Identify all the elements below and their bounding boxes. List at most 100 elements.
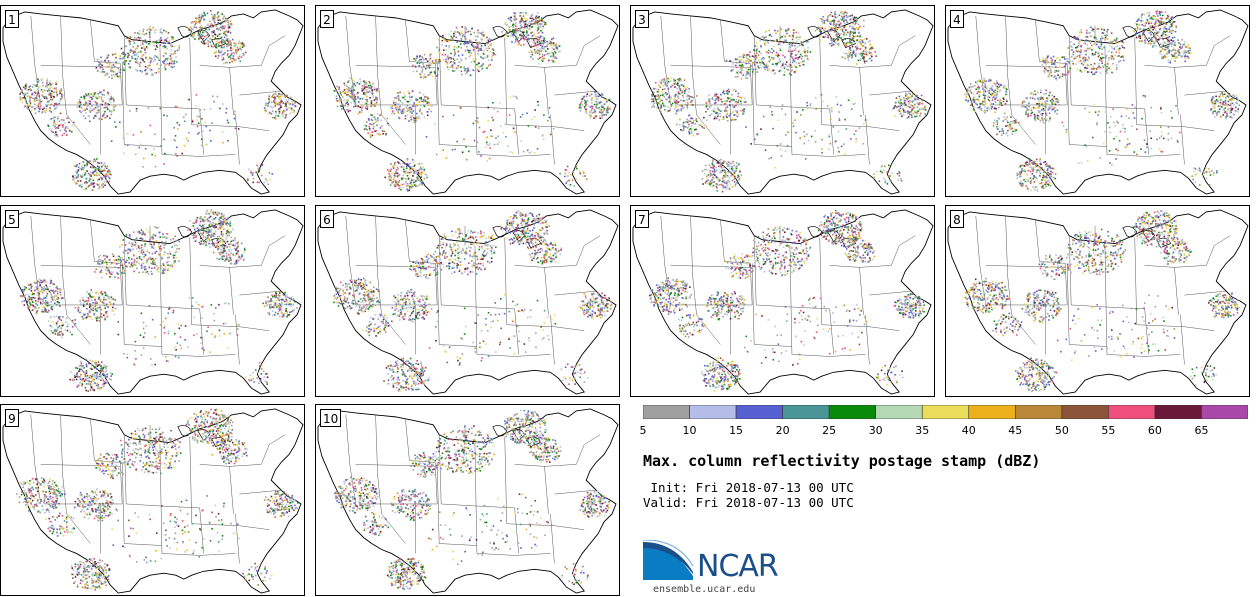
state-boundary <box>66 114 91 145</box>
state-boundary <box>1106 354 1181 357</box>
state-boundary <box>1005 215 1012 315</box>
colorbar-bin-15 <box>735 405 783 419</box>
ensemble-member-panel-10: 10 <box>315 404 620 596</box>
state-boundary <box>439 344 477 347</box>
state-boundary <box>239 489 282 495</box>
state-boundary <box>1184 90 1227 96</box>
state-boundary <box>199 464 234 514</box>
colorbar-tick-55: 55 <box>1101 424 1116 437</box>
state-boundary <box>261 235 286 266</box>
reflectivity-map <box>632 209 934 395</box>
state-boundary <box>1011 314 1036 345</box>
state-boundary <box>789 106 830 110</box>
state-boundary <box>199 507 204 554</box>
reflectivity-map <box>947 9 1249 195</box>
state-boundary <box>189 237 192 325</box>
state-boundary <box>191 523 270 530</box>
state-boundary <box>819 37 822 125</box>
state-boundary <box>1174 65 1207 68</box>
state-boundary <box>576 35 601 66</box>
state-boundary <box>514 265 549 315</box>
country-boundary <box>317 209 619 395</box>
state-boundary <box>660 15 671 105</box>
colorbar-bin-45 <box>1015 405 1063 419</box>
reflectivity-map <box>947 209 1249 395</box>
state-boundary <box>121 263 125 345</box>
state-boundary <box>235 513 240 564</box>
state-boundary <box>670 65 751 68</box>
state-boundary <box>690 215 697 315</box>
state-boundary <box>30 15 41 105</box>
state-boundary <box>821 324 900 331</box>
state-boundary <box>544 65 577 68</box>
state-boundary <box>474 45 478 155</box>
state-boundary <box>261 35 286 66</box>
colorbar-tick-25: 25 <box>822 424 837 437</box>
colorbar-tick-40: 40 <box>961 424 976 437</box>
state-boundary <box>1136 124 1215 131</box>
state-boundary <box>345 215 356 305</box>
panel-number-label: 5 <box>5 210 19 228</box>
colorbar-bin-35 <box>921 405 970 419</box>
colorbar-tick-65: 65 <box>1194 424 1209 437</box>
reflectivity-map <box>2 9 304 195</box>
ensemble-member-panel-2: 2 <box>315 5 620 197</box>
country-boundary <box>317 9 619 195</box>
state-boundary <box>1104 245 1108 355</box>
state-boundary <box>789 45 793 155</box>
state-boundary <box>1104 306 1145 310</box>
state-boundary <box>199 108 204 155</box>
reflectivity-speckles <box>333 11 611 192</box>
state-boundary <box>60 15 67 115</box>
state-boundary <box>474 306 515 310</box>
panel-number-label: 1 <box>5 10 19 28</box>
ensemble-member-panel-1: 1 <box>0 5 305 197</box>
state-boundary <box>554 489 597 495</box>
country-boundary <box>947 9 1249 195</box>
panel-number-label: 3 <box>635 10 649 28</box>
state-boundary <box>696 114 721 145</box>
state-boundary <box>1104 106 1145 110</box>
state-boundary <box>1144 265 1179 315</box>
state-boundary <box>476 154 551 157</box>
state-boundary <box>985 65 1066 68</box>
colorbar-tick-15: 15 <box>729 424 744 437</box>
state-boundary <box>60 215 67 315</box>
state-boundary <box>345 414 356 504</box>
state-boundary <box>751 63 755 145</box>
state-boundary <box>506 523 585 530</box>
state-boundary <box>791 154 866 157</box>
state-boundary <box>1174 265 1207 268</box>
state-boundary <box>754 144 792 147</box>
state-boundary <box>1066 263 1070 345</box>
plot-title: Max. column reflectivity postage stamp (… <box>643 452 1041 470</box>
state-boundary <box>1144 308 1149 355</box>
colorbar-tick-35: 35 <box>915 424 930 437</box>
state-boundary <box>865 314 870 365</box>
colorbar-tick-5: 5 <box>639 424 647 437</box>
state-boundary <box>199 65 234 115</box>
state-boundary <box>1144 108 1149 155</box>
state-boundary <box>60 414 67 514</box>
country-boundary <box>947 209 1249 395</box>
state-boundary <box>476 553 551 556</box>
colorbar-bin-5 <box>643 405 690 419</box>
state-boundary <box>191 324 270 331</box>
state-boundary <box>159 106 200 110</box>
state-boundary <box>789 245 793 355</box>
colorbar-tick-50: 50 <box>1054 424 1069 437</box>
state-boundary <box>865 114 870 165</box>
reflectivity-map <box>317 209 619 395</box>
state-boundary <box>1005 15 1012 115</box>
state-boundary <box>1206 235 1231 266</box>
panel-number-label: 8 <box>950 210 964 228</box>
state-boundary <box>1184 290 1227 296</box>
state-boundary <box>189 37 192 125</box>
state-boundary <box>1134 37 1137 125</box>
state-boundary <box>504 436 507 524</box>
state-boundary <box>239 90 282 96</box>
reflectivity-map <box>317 9 619 195</box>
colorbar-bin-25 <box>828 405 876 419</box>
state-boundary <box>975 15 986 105</box>
state-boundary <box>124 144 162 147</box>
